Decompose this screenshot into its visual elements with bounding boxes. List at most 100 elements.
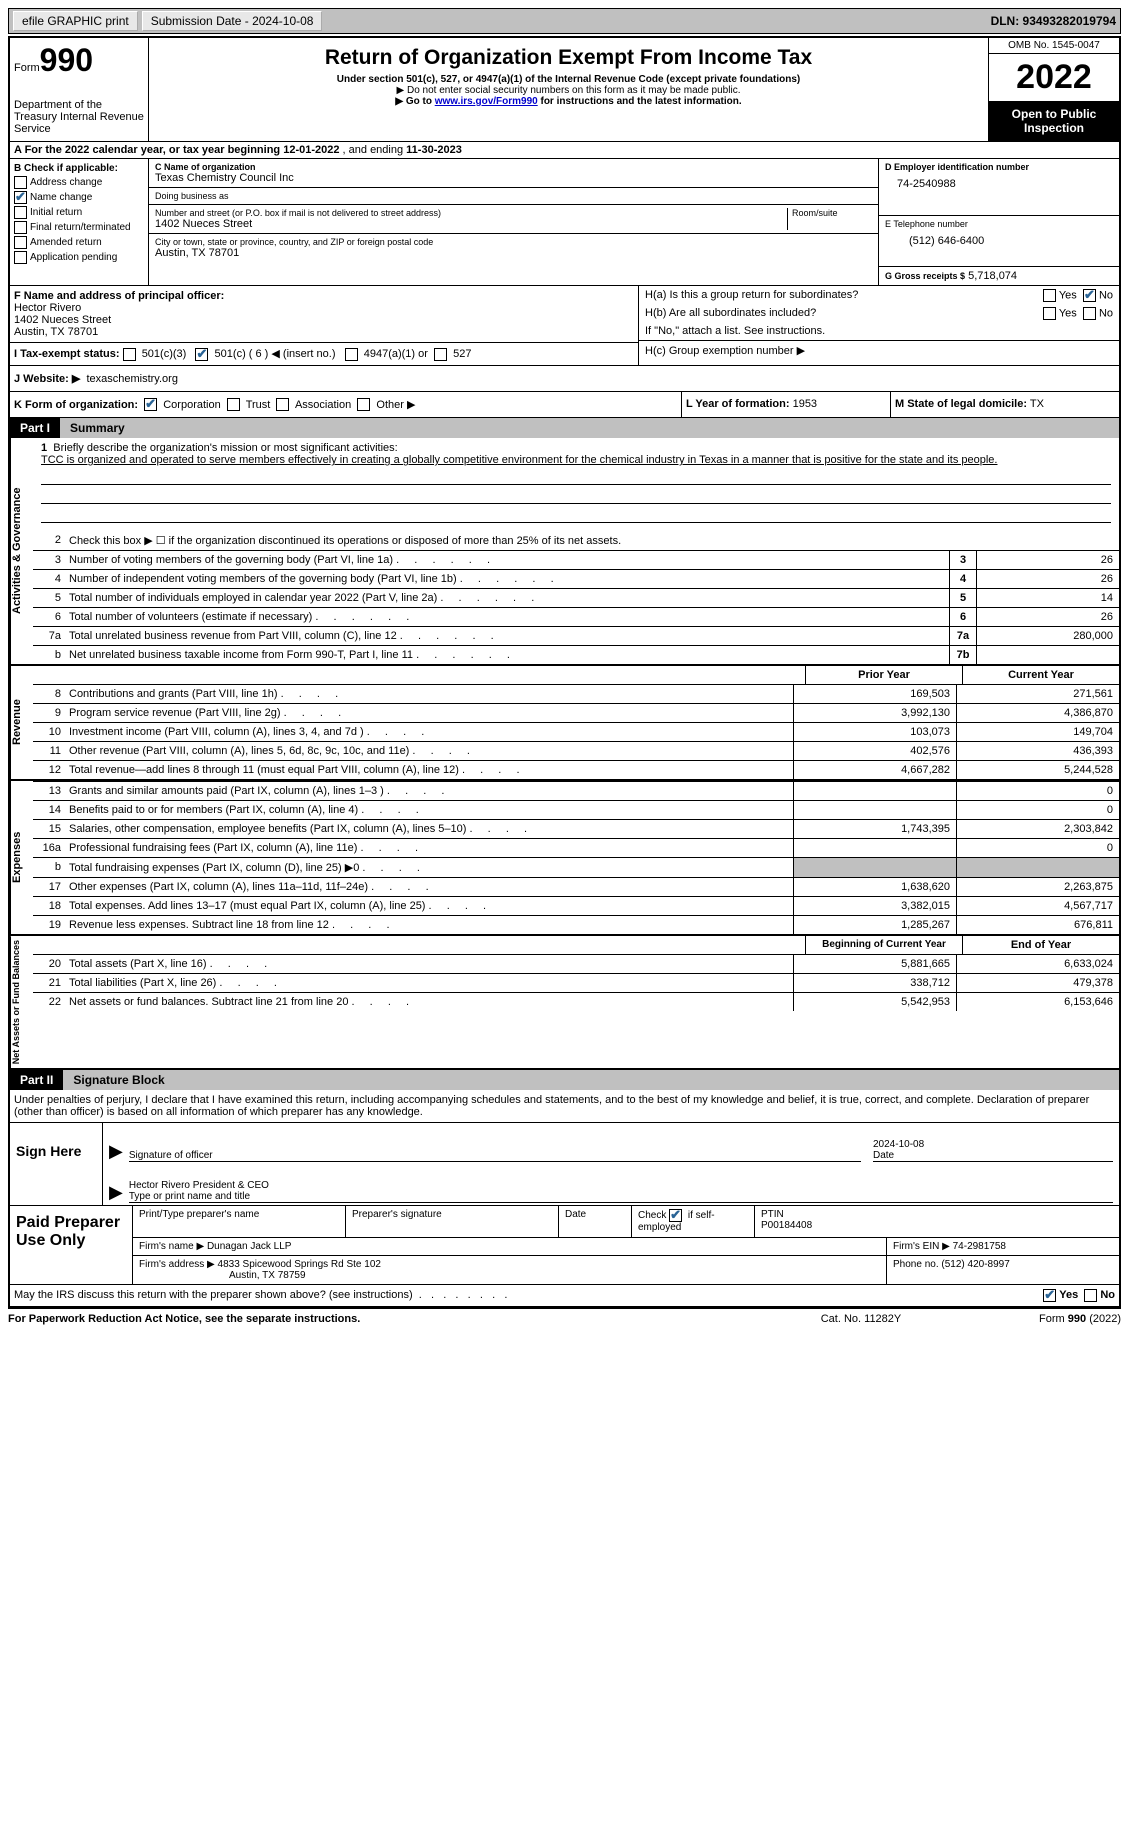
k-other[interactable] (357, 398, 370, 411)
part1-header: Part I Summary (10, 418, 1119, 438)
k-assoc[interactable] (276, 398, 289, 411)
vtab-governance: Activities & Governance (10, 438, 33, 664)
gov-line: 3Number of voting members of the governi… (33, 550, 1119, 569)
phone-value: (512) 646-6400 (885, 229, 1113, 247)
form-container: Form990 Department of the Treasury Inter… (8, 36, 1121, 1309)
data-line: 21 Total liabilities (Part X, line 26) .… (33, 973, 1119, 992)
hb-yes[interactable] (1043, 307, 1056, 320)
address-row: Number and street (or P.O. box if mail i… (149, 205, 878, 234)
discuss-yes[interactable] (1043, 1289, 1056, 1302)
mission-box: 1 Briefly describe the organization's mi… (33, 438, 1119, 531)
k-form-org: K Form of organization: Corporation Trus… (10, 392, 682, 418)
col-b-checkboxes: B Check if applicable: Address changeNam… (10, 159, 149, 285)
revenue-section: Revenue Prior Year Current Year 8 Contri… (10, 666, 1119, 781)
check-item: Application pending (14, 251, 144, 264)
firm-addr1: 4833 Spicewood Springs Rd Ste 102 (218, 1259, 381, 1270)
form-label: Form (14, 62, 40, 74)
checkbox[interactable] (14, 251, 27, 264)
firm-phone: (512) 420-8997 (941, 1259, 1009, 1270)
officer-right: H(a) Is this a group return for subordin… (639, 286, 1119, 365)
governance-section: Activities & Governance 1 Briefly descri… (10, 438, 1119, 666)
check-item: Final return/terminated (14, 221, 144, 234)
open-inspection: Open to Public Inspection (989, 101, 1119, 141)
officer-row: F Name and address of principal officer:… (10, 286, 1119, 366)
data-line: 11 Other revenue (Part VIII, column (A),… (33, 741, 1119, 760)
paperwork-notice: For Paperwork Reduction Act Notice, see … (8, 1313, 761, 1325)
vtab-expenses: Expenses (10, 781, 33, 934)
website-row: J Website: ▶ texaschemistry.org (10, 366, 1119, 392)
firm-addr2: Austin, TX 78759 (229, 1270, 306, 1281)
ein-row: D Employer identification number 74-2540… (879, 159, 1119, 216)
city-state-zip: Austin, TX 78701 (155, 247, 872, 259)
hb-row: H(b) Are all subordinates included? Yes … (639, 304, 1119, 322)
beg-year-hdr: Beginning of Current Year (805, 936, 962, 954)
sign-here-label: Sign Here (10, 1123, 103, 1205)
check-item: Name change (14, 191, 144, 204)
data-line: 18 Total expenses. Add lines 13–17 (must… (33, 896, 1119, 915)
irs-link[interactable]: www.irs.gov/Form990 (435, 96, 538, 107)
checkbox[interactable] (14, 221, 27, 234)
discuss-no[interactable] (1084, 1289, 1097, 1302)
phone-row: E Telephone number (512) 646-6400 (879, 216, 1119, 267)
ha-no[interactable] (1083, 289, 1096, 302)
officer-left: F Name and address of principal officer:… (10, 286, 639, 365)
checkbox-527[interactable] (434, 348, 447, 361)
street-address: 1402 Nueces Street (155, 218, 783, 230)
data-line: 13 Grants and similar amounts paid (Part… (33, 781, 1119, 800)
preparer-block: Paid Preparer Use Only Print/Type prepar… (10, 1206, 1119, 1285)
section-bcd: B Check if applicable: Address changeNam… (10, 159, 1119, 286)
checkbox[interactable] (14, 236, 27, 249)
preparer-label: Paid Preparer Use Only (10, 1206, 133, 1284)
ha-yes[interactable] (1043, 289, 1056, 302)
expenses-section: Expenses 13 Grants and similar amounts p… (10, 781, 1119, 936)
submission-date: Submission Date - 2024-10-08 (142, 11, 323, 31)
data-line: 9 Program service revenue (Part VIII, li… (33, 703, 1119, 722)
l-year: L Year of formation: 1953 (682, 392, 891, 418)
cat-no: Cat. No. 11282Y (761, 1313, 961, 1325)
k-trust[interactable] (227, 398, 240, 411)
hb-no[interactable] (1083, 307, 1096, 320)
row-a-tax-year: A For the 2022 calendar year, or tax yea… (10, 142, 1119, 159)
website-value: texaschemistry.org (86, 373, 178, 385)
firm-name: Dunagan Jack LLP (207, 1241, 292, 1252)
checkbox-501c3[interactable] (123, 348, 136, 361)
omb-number: OMB No. 1545-0047 (989, 38, 1119, 54)
form-subtitle: Under section 501(c), 527, or 4947(a)(1)… (153, 74, 984, 85)
title-center: Return of Organization Exempt From Incom… (149, 38, 988, 141)
data-line: 14 Benefits paid to or for members (Part… (33, 800, 1119, 819)
current-year-hdr: Current Year (962, 666, 1119, 684)
efile-print-button[interactable]: efile GRAPHIC print (13, 11, 138, 31)
discuss-row: May the IRS discuss this return with the… (10, 1285, 1119, 1307)
officer-typed-name: Hector Rivero President & CEO Type or pr… (129, 1166, 1113, 1203)
checkbox[interactable] (14, 206, 27, 219)
officer-signature[interactable]: Signature of officer (129, 1136, 861, 1162)
tax-year: 2022 (989, 54, 1119, 101)
gov-line: 7aTotal unrelated business revenue from … (33, 626, 1119, 645)
hb-note: If "No," attach a list. See instructions… (639, 322, 1119, 340)
self-emp-checkbox[interactable] (669, 1209, 682, 1222)
checkbox[interactable] (14, 191, 27, 204)
data-line: 16a Professional fundraising fees (Part … (33, 838, 1119, 857)
check-item: Amended return (14, 236, 144, 249)
data-line: 22 Net assets or fund balances. Subtract… (33, 992, 1119, 1011)
data-line: 15 Salaries, other compensation, employe… (33, 819, 1119, 838)
dba-row: Doing business as (149, 188, 878, 205)
arrow-icon: ▶ (109, 1182, 123, 1203)
mission-text: TCC is organized and operated to serve m… (41, 454, 997, 466)
gov-line: 6Total number of volunteers (estimate if… (33, 607, 1119, 626)
officer-name: Hector Rivero (14, 302, 634, 314)
checkbox[interactable] (14, 176, 27, 189)
k-corp[interactable] (144, 398, 157, 411)
checkbox-4947[interactable] (345, 348, 358, 361)
col-c-org: C Name of organization Texas Chemistry C… (149, 159, 879, 285)
form-id-block: Form990 Department of the Treasury Inter… (10, 38, 149, 141)
data-line: 17 Other expenses (Part IX, column (A), … (33, 877, 1119, 896)
col-d: D Employer identification number 74-2540… (879, 159, 1119, 285)
footer: For Paperwork Reduction Act Notice, see … (8, 1309, 1121, 1329)
netassets-section: Net Assets or Fund Balances Beginning of… (10, 936, 1119, 1070)
sig-declaration: Under penalties of perjury, I declare th… (10, 1090, 1119, 1122)
city-row: City or town, state or province, country… (149, 234, 878, 262)
gross-receipts: 5,718,074 (968, 270, 1017, 282)
data-line: 20 Total assets (Part X, line 16) . . . … (33, 954, 1119, 973)
checkbox-501c[interactable] (195, 348, 208, 361)
